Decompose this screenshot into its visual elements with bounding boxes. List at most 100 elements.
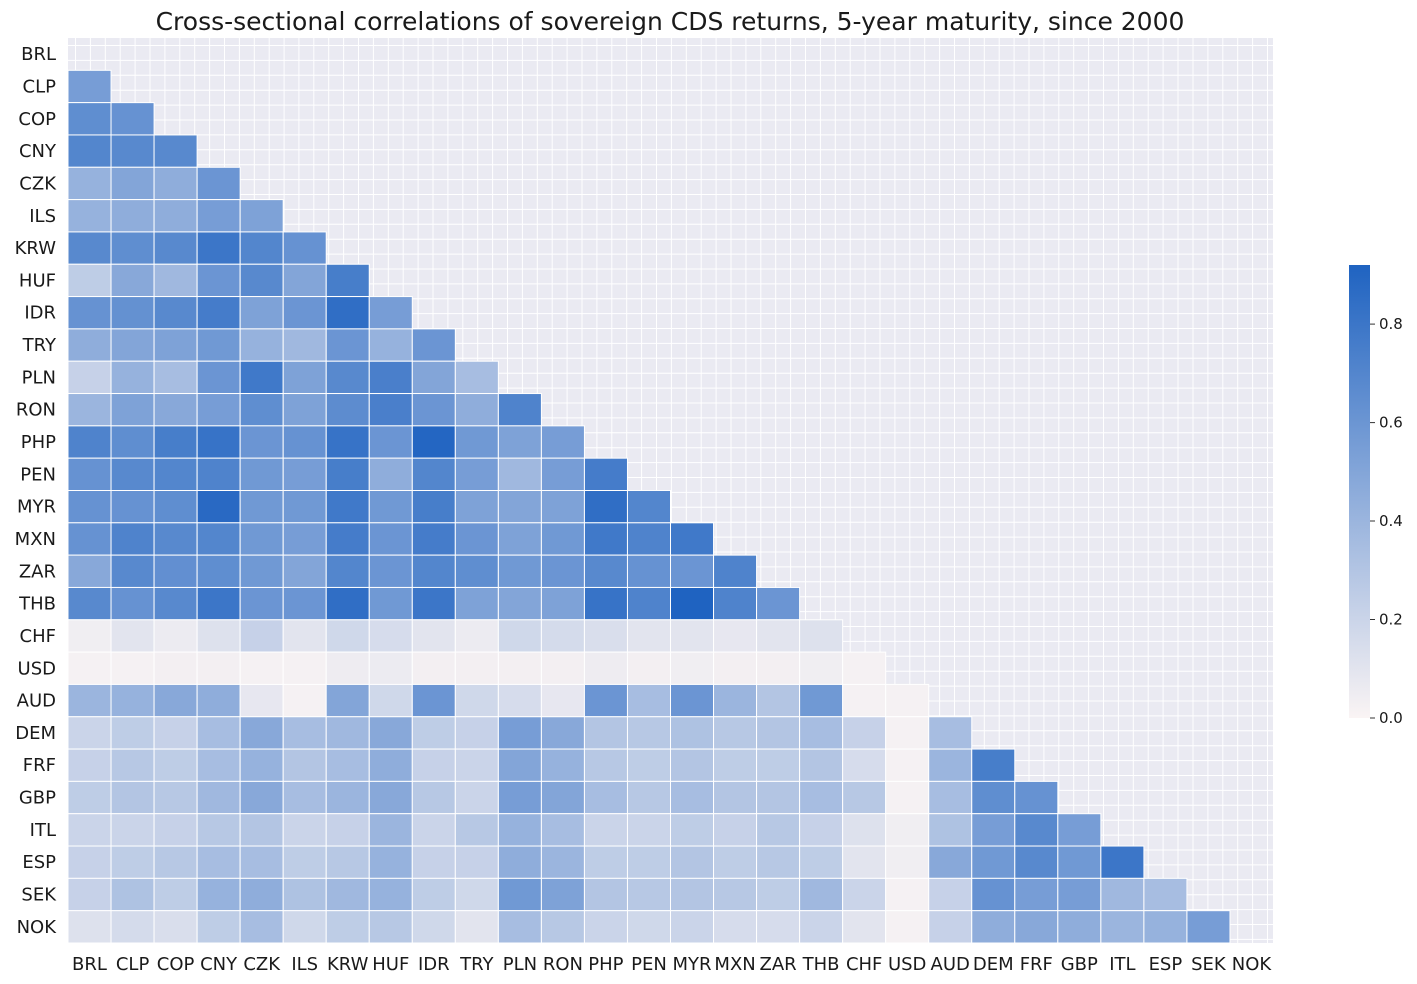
heatmap-cell-mxn-pln	[497, 522, 542, 556]
heatmap-cell-thb-cop	[153, 586, 198, 621]
heatmap-cell-dem-mxn	[713, 716, 758, 750]
heatmap-cell-sek-thb	[799, 877, 844, 912]
heatmap-cell-frf-ils	[282, 748, 327, 782]
heatmap-cell-chf-mxn	[713, 619, 758, 653]
heatmap-cell-chf-myr	[670, 619, 715, 653]
x-tick-label: CNY	[200, 954, 238, 975]
heatmap-cell-dem-huf	[368, 716, 413, 750]
heatmap-cell-sek-huf	[368, 877, 413, 912]
heatmap-cell-dem-aud	[928, 716, 973, 750]
x-tick-label: CHF	[846, 954, 882, 975]
heatmap-cell-zar-mxn	[713, 554, 758, 588]
heatmap-cell-pln-czk	[239, 360, 284, 395]
heatmap-cell-itl-usd	[885, 813, 930, 847]
x-tick-label: PHP	[588, 954, 623, 975]
y-tick-label: ESP	[22, 852, 56, 873]
x-tick-label: ILS	[291, 954, 318, 975]
y-tick-label: RON	[16, 400, 56, 421]
heatmap-cell-nok-usd	[885, 910, 930, 944]
y-tick-label: NOK	[17, 917, 58, 938]
heatmap-cell-mxn-huf	[368, 522, 413, 556]
heatmap-cell-mxn-ron	[540, 522, 585, 556]
y-tick-labels: BRL CLP COP CNY CZK ILS KRW HUF IDR TRY PLN RON PHP P…	[15, 44, 58, 938]
heatmap-cell-frf-myr	[670, 748, 715, 782]
heatmap-cell-esp-czk	[239, 845, 284, 879]
heatmap-cell-esp-dem	[971, 845, 1016, 879]
heatmap-cell-gbp-try	[454, 780, 499, 815]
heatmap-cell-esp-brl	[67, 845, 112, 879]
heatmap-cell-huf-clp	[110, 263, 155, 298]
heatmap-cell-zar-clp	[110, 554, 155, 588]
heatmap-cell-itl-clp	[110, 813, 155, 847]
heatmap-cell-idr-clp	[110, 296, 155, 330]
heatmap-cell-usd-huf	[368, 651, 413, 685]
heatmap-cell-gbp-usd	[885, 780, 930, 815]
heatmap-cell-php-huf	[368, 425, 413, 459]
heatmap-cell-chf-czk	[239, 619, 284, 653]
y-tick-label: KRW	[15, 238, 57, 259]
heatmap-cell-usd-thb	[799, 651, 844, 685]
heatmap-cell-esp-krw	[325, 845, 370, 879]
heatmap-cell-usd-php	[583, 651, 628, 685]
x-tick-label: DEM	[973, 954, 1014, 975]
heatmap-cell-sek-frf	[1014, 877, 1059, 912]
heatmap-cell-chf-zar	[756, 619, 801, 653]
x-tick-label: IDR	[418, 954, 450, 975]
heatmap-cell-mxn-ils	[282, 522, 327, 556]
heatmap-cell-dem-ron	[540, 716, 585, 750]
heatmap-cell-aud-brl	[67, 683, 112, 718]
heatmap-cell-czk-clp	[110, 166, 155, 201]
heatmap-cell-zar-brl	[67, 554, 112, 588]
heatmap-cell-php-brl	[67, 425, 112, 459]
heatmap-cell-php-ils	[282, 425, 327, 459]
heatmap-cell-sek-cop	[153, 877, 198, 912]
heatmap-cell-frf-krw	[325, 748, 370, 782]
heatmap-cell-itl-ron	[540, 813, 585, 847]
heatmap-cell-thb-pen	[626, 586, 672, 621]
heatmap-cell-pln-idr	[411, 360, 456, 395]
heatmap-cell-esp-pen	[626, 845, 672, 879]
heatmap-cell-itl-pen	[626, 813, 672, 847]
heatmap-cell-gbp-zar	[756, 780, 801, 815]
heatmap-cell-sek-dem	[971, 877, 1016, 912]
y-tick-label: ILS	[29, 206, 56, 227]
heatmap-cell-esp-usd	[885, 845, 930, 879]
heatmap-cell-krw-cny	[196, 231, 241, 265]
heatmap-cell-itl-mxn	[713, 813, 758, 847]
colorbar-tick-label: 0.0	[1379, 709, 1403, 727]
heatmap-cell-nok-zar	[756, 910, 801, 944]
heatmap-cell-itl-zar	[756, 813, 801, 847]
heatmap-cell-idr-krw	[325, 296, 370, 330]
heatmap-cell-sek-try	[454, 877, 499, 912]
heatmap-cell-pen-idr	[411, 457, 456, 491]
heatmap-cell-idr-huf	[368, 296, 413, 330]
heatmap-cell-esp-cny	[196, 845, 241, 879]
heatmap-cell-pen-brl	[67, 457, 112, 491]
heatmap-cell-chf-try	[454, 619, 499, 653]
heatmap-cell-aud-ron	[540, 683, 585, 718]
x-tick-label: CZK	[243, 954, 281, 975]
heatmap-cell-try-brl	[67, 328, 112, 362]
heatmap-cell-thb-php	[583, 586, 628, 621]
heatmap-cell-chf-krw	[325, 619, 370, 653]
heatmap-cell-gbp-czk	[239, 780, 284, 815]
y-tick-label: DEM	[15, 723, 56, 744]
x-tick-label: KRW	[327, 954, 369, 975]
x-tick-label: THB	[802, 954, 840, 975]
heatmap-cell-usd-pen	[626, 651, 672, 685]
heatmap-cell-gbp-thb	[799, 780, 844, 815]
heatmap-cell-aud-cop	[153, 683, 198, 718]
heatmap-cell-itl-gbp	[1057, 813, 1102, 847]
heatmap-cell-mxn-krw	[325, 522, 370, 556]
heatmap-cell-gbp-huf	[368, 780, 413, 815]
heatmap-cell-myr-idr	[411, 490, 456, 524]
heatmap-cell-mxn-czk	[239, 522, 284, 556]
heatmap-cell-pln-krw	[325, 360, 370, 395]
heatmap-cell-idr-czk	[239, 296, 284, 330]
heatmap-cell-usd-ron	[540, 651, 585, 685]
heatmap-cell-sek-ron	[540, 877, 585, 912]
heatmap-cell-usd-czk	[239, 651, 284, 685]
x-tick-label: MYR	[672, 954, 711, 975]
x-tick-label: PLN	[503, 954, 537, 975]
